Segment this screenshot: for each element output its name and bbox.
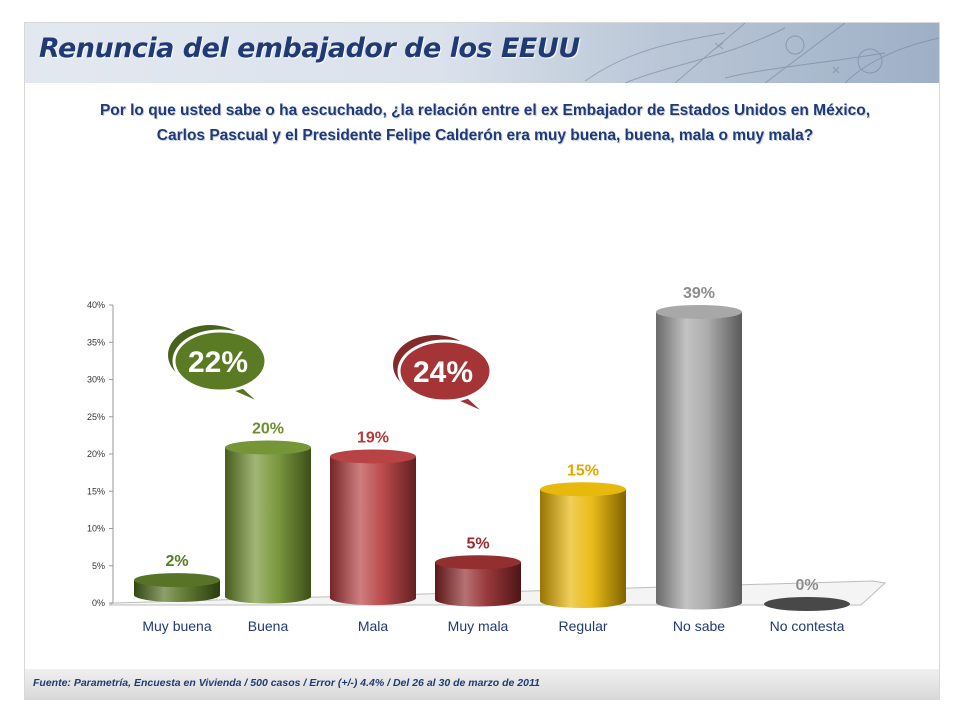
callout-bubble: 24% <box>393 335 493 414</box>
footer-band: Fuente: Parametría, Encuesta en Vivienda… <box>25 669 939 699</box>
question-line-2: Carlos Pascual y el Presidente Felipe Ca… <box>156 127 814 144</box>
map-decoration <box>584 23 939 83</box>
header-band: Renuncia del embajador de los EEUU <box>25 23 939 83</box>
bar-buena <box>225 447 311 604</box>
bar-muy-mala <box>435 562 521 607</box>
y-tick-label: 5% <box>92 561 105 571</box>
bar-mala <box>330 456 416 605</box>
category-label: Regular <box>558 618 607 634</box>
source-note: Fuente: Parametría, Encuesta en Vivienda… <box>33 677 540 689</box>
data-label: 20% <box>252 421 284 438</box>
bar-regular <box>540 489 626 608</box>
bar-top-no-sabe <box>656 304 742 319</box>
y-tick-label: 35% <box>87 337 105 347</box>
y-tick-label: 25% <box>87 412 105 422</box>
bar-no-sabe <box>656 311 742 610</box>
survey-question: Por lo que usted sabe o ha escuchado, ¿l… <box>85 98 885 148</box>
y-tick-label: 20% <box>87 449 105 459</box>
callout-bubble: 22% <box>168 325 268 404</box>
category-label: Muy mala <box>448 618 509 634</box>
bar-chart: 0% 5% 10% 15% 20% 25% 30% 35% 40% 2% Muy buena 20% B… <box>87 285 887 634</box>
bar-top-buena <box>225 440 311 455</box>
data-label: 19% <box>357 429 389 446</box>
callout-value: 22% <box>188 346 248 379</box>
y-tick-label: 10% <box>87 524 105 534</box>
data-label: 5% <box>466 535 489 552</box>
data-label: 0% <box>795 577 818 594</box>
y-tick-label: 40% <box>87 300 105 310</box>
category-label: Buena <box>248 618 289 634</box>
data-label: 39% <box>683 285 715 302</box>
y-tick-label: 30% <box>87 375 105 385</box>
data-label: 15% <box>567 462 599 479</box>
category-label: No sabe <box>673 618 725 634</box>
bar-top-muy-mala <box>435 555 521 570</box>
bar-top-regular <box>540 482 626 497</box>
question-line-1: Por lo que usted sabe o ha escuchado, ¿l… <box>99 102 871 119</box>
bar-top-no-contesta <box>764 597 850 611</box>
page-title: Renuncia del embajador de los EEUU <box>39 33 580 64</box>
category-label: No contesta <box>770 618 845 634</box>
slide: Renuncia del embajador de los EEUU Por l… <box>24 22 940 700</box>
category-label: Muy buena <box>142 618 211 634</box>
y-tick-label: 15% <box>87 486 105 496</box>
y-tick-label: 0% <box>92 598 105 608</box>
callout-value: 24% <box>413 356 473 389</box>
category-label: Mala <box>358 618 389 634</box>
bar-top-muy-buena <box>134 573 220 588</box>
bar-top-mala <box>330 449 416 464</box>
data-label: 2% <box>165 553 188 570</box>
